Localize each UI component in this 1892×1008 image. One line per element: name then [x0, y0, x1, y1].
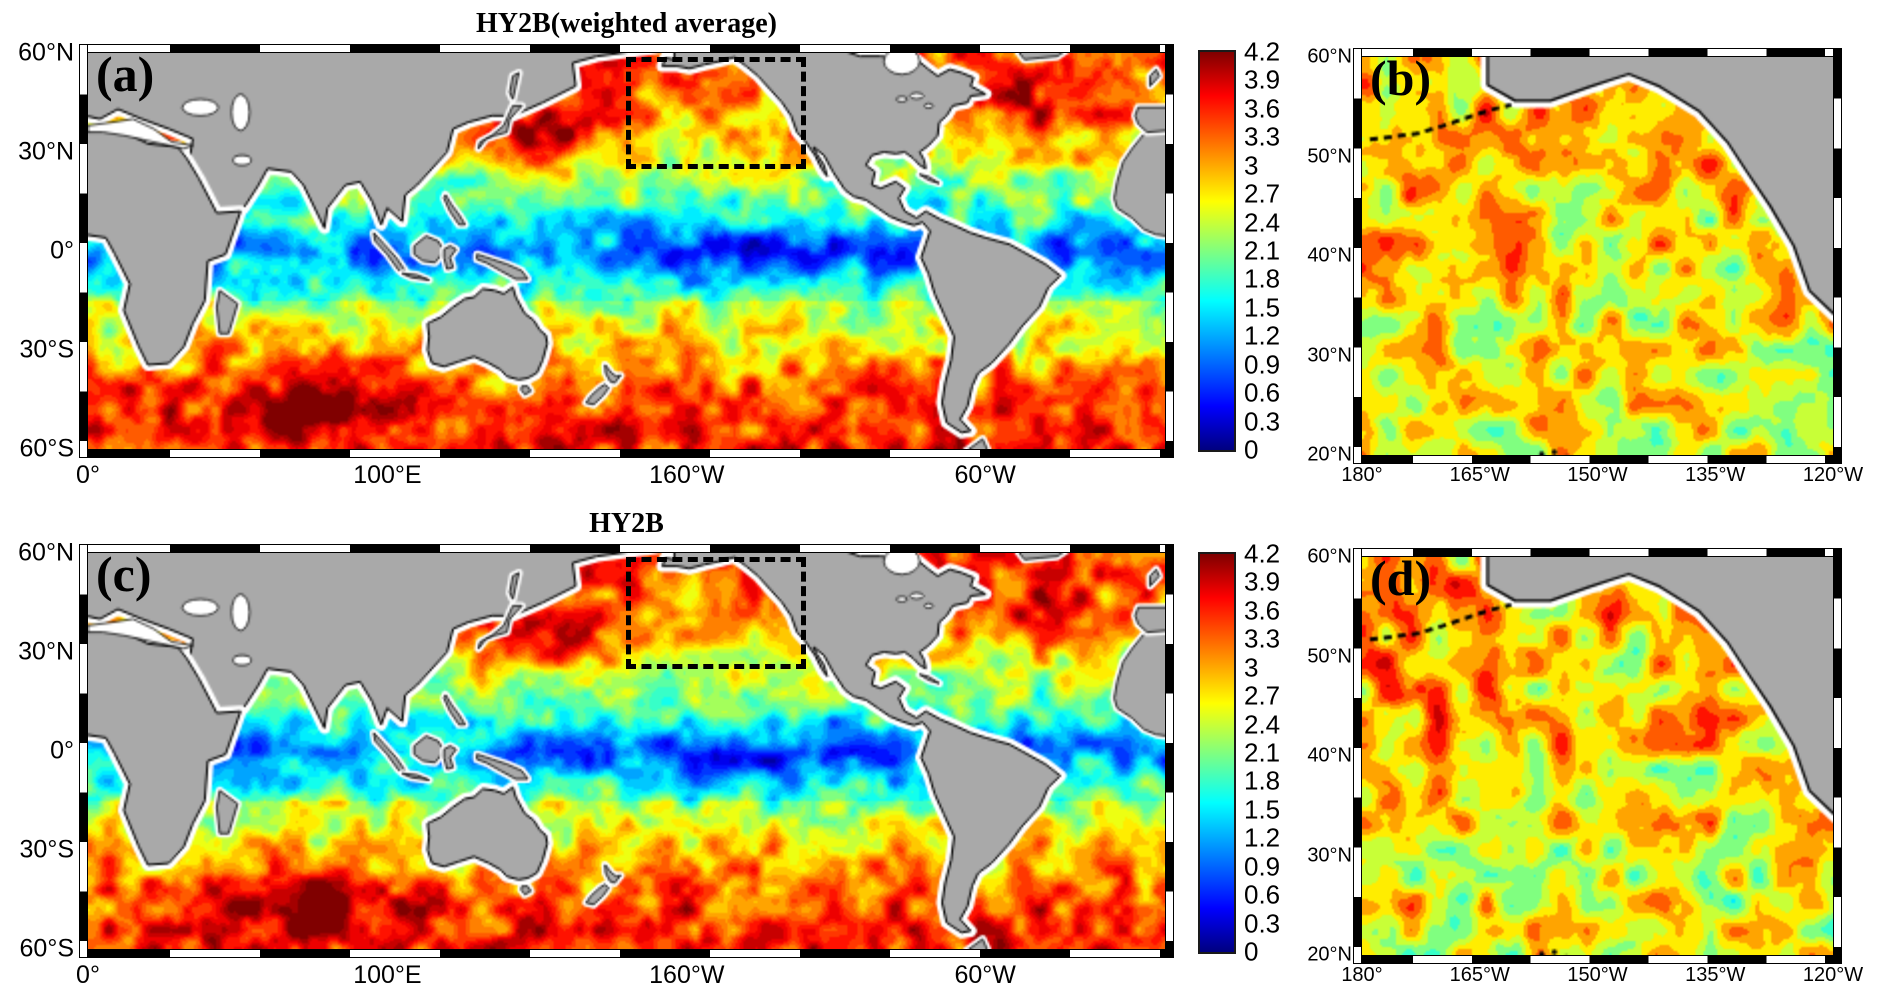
- y-tick-label: 30°N: [18, 637, 74, 666]
- colorbar-tick-label: 3.3: [1244, 121, 1281, 152]
- colorbar-tick-label: 1.5: [1244, 292, 1281, 323]
- x-tick-label: 60°W: [954, 461, 1016, 489]
- panel-letter-a: (a): [96, 46, 155, 102]
- frame-bottom: [1353, 455, 1842, 464]
- y-tick-label: 30°N: [1307, 844, 1352, 866]
- y-tick-label: 60°S: [19, 934, 74, 963]
- x-tick-label: 160°W: [649, 461, 725, 489]
- map-canvas-b: [1362, 57, 1833, 455]
- y-tick-label: 60°N: [1307, 545, 1352, 568]
- colorbar-tick-label: 0.3: [1244, 406, 1281, 437]
- x-tick-label: 135°W: [1685, 964, 1746, 986]
- y-tick-label: 0°: [50, 236, 74, 265]
- colorbar-tick-label: 3.6: [1244, 595, 1281, 626]
- x-tick-label: 180°: [1341, 464, 1383, 486]
- map-panel-c: (c) 0° 100°E 160°W 60°W 60°N 30°N 0° 30°S 60°S: [18, 539, 1174, 989]
- map-canvas-d: [1362, 557, 1833, 955]
- x-tick-label: 160°W: [649, 961, 725, 989]
- frame-left: [1353, 548, 1362, 964]
- x-tick-label: 120°W: [1802, 464, 1864, 486]
- y-tick-label: 30°N: [18, 137, 74, 166]
- x-tick-label: 120°W: [1802, 964, 1864, 986]
- colorbar-tick-label: 1.2: [1244, 822, 1281, 853]
- colorbar-tick-label: 0.6: [1244, 879, 1281, 910]
- y-tick-label: 60°N: [18, 38, 74, 67]
- colorbar-tick-label: 0: [1244, 434, 1259, 465]
- y-tick-label: 60°N: [18, 538, 74, 567]
- colorbar-tick-label: 3.6: [1244, 93, 1281, 124]
- colorbar-tick-label: 3: [1244, 652, 1259, 683]
- y-tick-label: 0°: [50, 736, 74, 765]
- panel-letter-c: (c): [96, 546, 152, 602]
- study-region-dashed-box: [626, 557, 806, 669]
- colorbar-tick-label: 1.5: [1244, 794, 1281, 825]
- panel-letter-d: (d): [1370, 550, 1432, 606]
- map-panel-b: (b) 180° 165°W 150°W 135°W 120°W 60°N 50°N 40°N…: [1307, 46, 1863, 487]
- y-tick-label: 20°N: [1307, 943, 1352, 966]
- y-tick-label: 40°N: [1307, 244, 1352, 267]
- colorbar-tick-label: 0: [1244, 936, 1259, 967]
- y-tick-label: 30°S: [19, 335, 74, 364]
- x-tick-label: 100°E: [353, 461, 422, 489]
- colorbar-tick-label: 3.3: [1244, 623, 1281, 654]
- panel-c-title: HY2B: [589, 508, 664, 539]
- panel-letter-b: (b): [1370, 50, 1432, 106]
- frame-left: [79, 544, 88, 958]
- colorbar-tick-label: 4.2: [1244, 36, 1281, 67]
- y-tick-label: 50°N: [1307, 145, 1352, 167]
- colorbar-tick-label: 2.7: [1244, 178, 1281, 209]
- colorbar-tick-label: 0.9: [1244, 349, 1281, 380]
- x-tick-label: 0°: [76, 961, 100, 989]
- colorbar-tick-label: 1.2: [1244, 320, 1281, 351]
- x-tick-label: 135°W: [1685, 464, 1746, 486]
- colorbar-tick-label: 2.1: [1244, 737, 1281, 768]
- frame-bottom: [1353, 955, 1842, 964]
- colorbar-tick-label: 2.7: [1244, 680, 1281, 711]
- colorbar-tick-label: 1.8: [1244, 765, 1281, 796]
- frame-bottom: [79, 449, 1174, 458]
- panel-a-title: HY2B(weighted average): [476, 8, 777, 39]
- frame-bottom: [79, 949, 1174, 958]
- frame-right: [1165, 44, 1174, 458]
- y-tick-label: 20°N: [1307, 443, 1352, 466]
- colorbar-tick-label: 0.6: [1244, 377, 1281, 408]
- y-tick-label: 30°S: [19, 835, 74, 864]
- colorbar-top: 4.2 3.9 3.6 3.3 3 2.7 2.4 2.1 1.8 1.5 1.2 0.9 0.6 0.3…: [1198, 37, 1280, 465]
- x-tick-label: 100°E: [353, 961, 422, 989]
- colorbar-tick-label: 3.9: [1244, 566, 1281, 597]
- x-tick-label: 60°W: [954, 961, 1016, 989]
- y-tick-label: 30°N: [1307, 344, 1352, 366]
- x-tick-label: 150°W: [1567, 464, 1628, 486]
- x-tick-label: 165°W: [1449, 464, 1510, 486]
- frame-left: [1353, 48, 1362, 464]
- colorbar-tick-label: 2.4: [1244, 207, 1281, 238]
- y-tick-label: 60°S: [19, 434, 74, 463]
- x-tick-label: 150°W: [1567, 964, 1628, 986]
- frame-right: [1833, 548, 1842, 964]
- frame-top: [79, 44, 1174, 53]
- study-region-dashed-box: [626, 57, 806, 169]
- y-tick-label: 50°N: [1307, 645, 1352, 667]
- map-panel-a: (a) 0° 100°E 160°W 60°W 60°N 30°N 0° 30°S 60°S: [18, 39, 1174, 489]
- map-panel-d: (d) 180° 165°W 150°W 135°W 120°W 60°N 50°N 40°N…: [1307, 546, 1863, 987]
- x-tick-label: 165°W: [1449, 964, 1510, 986]
- colorbar-tick-label: 3: [1244, 150, 1259, 181]
- frame-right: [1165, 544, 1174, 958]
- x-tick-label: 180°: [1341, 964, 1383, 986]
- colorbar-tick-label: 2.1: [1244, 235, 1281, 266]
- frame-left: [79, 44, 88, 458]
- colorbar-tick-label: 3.9: [1244, 64, 1281, 95]
- colorbar-tick-label: 1.8: [1244, 263, 1281, 294]
- colorbar-tick-label: 0.9: [1244, 851, 1281, 882]
- colorbar-tick-label: 0.3: [1244, 908, 1281, 939]
- frame-right: [1833, 48, 1842, 464]
- colorbar-bottom: 4.2 3.9 3.6 3.3 3 2.7 2.4 2.1 1.8 1.5 1.2 0.9 0.6 0.3…: [1198, 539, 1280, 967]
- x-tick-label: 0°: [76, 461, 100, 489]
- y-tick-label: 40°N: [1307, 744, 1352, 767]
- colorbar-tick-label: 2.4: [1244, 709, 1281, 740]
- colorbar-tick-label: 4.2: [1244, 538, 1281, 569]
- y-tick-label: 60°N: [1307, 45, 1352, 68]
- frame-top: [79, 544, 1174, 553]
